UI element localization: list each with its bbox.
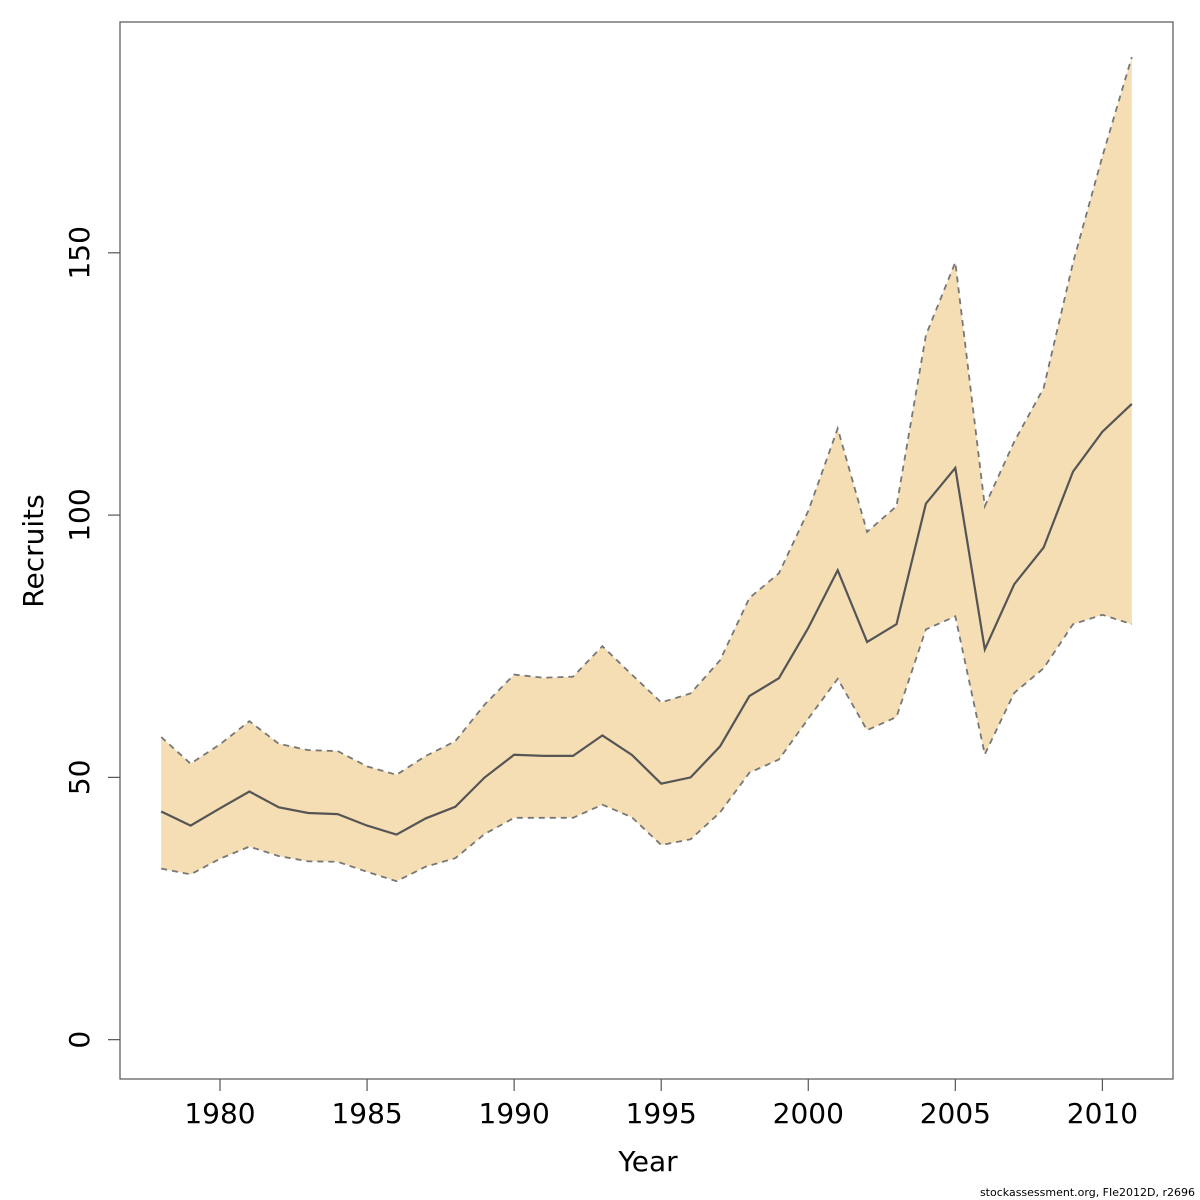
y-axis-title: Recruits bbox=[17, 494, 50, 607]
x-tick-label-1990: 1990 bbox=[479, 1097, 550, 1130]
y-axis: 0 50 100 150 bbox=[63, 226, 120, 1049]
lower-bound-line bbox=[161, 613, 1133, 883]
x-tick-label-1985: 1985 bbox=[331, 1097, 402, 1130]
x-tick-label-2010: 2010 bbox=[1067, 1097, 1138, 1130]
x-tick-label-1980: 1980 bbox=[184, 1097, 255, 1130]
confidence-band bbox=[161, 57, 1132, 882]
y-tick-label-50: 50 bbox=[63, 760, 96, 796]
x-tick-label-2005: 2005 bbox=[920, 1097, 991, 1130]
y-tick-label-100: 100 bbox=[63, 488, 96, 541]
y-tick-label-150: 150 bbox=[63, 226, 96, 279]
x-tick-label-2000: 2000 bbox=[773, 1097, 844, 1130]
x-axis: 1980 1985 1990 1995 2000 2005 2010 bbox=[184, 1079, 1138, 1130]
credit-text: stockassessment.org, FIe2012D, r2696 bbox=[980, 1186, 1195, 1199]
y-tick-label-0: 0 bbox=[63, 1031, 96, 1049]
plot-frame bbox=[119, 21, 1174, 1080]
x-tick-label-1995: 1995 bbox=[626, 1097, 697, 1130]
x-axis-title: Year bbox=[617, 1145, 678, 1178]
estimate-line bbox=[160, 403, 1133, 836]
